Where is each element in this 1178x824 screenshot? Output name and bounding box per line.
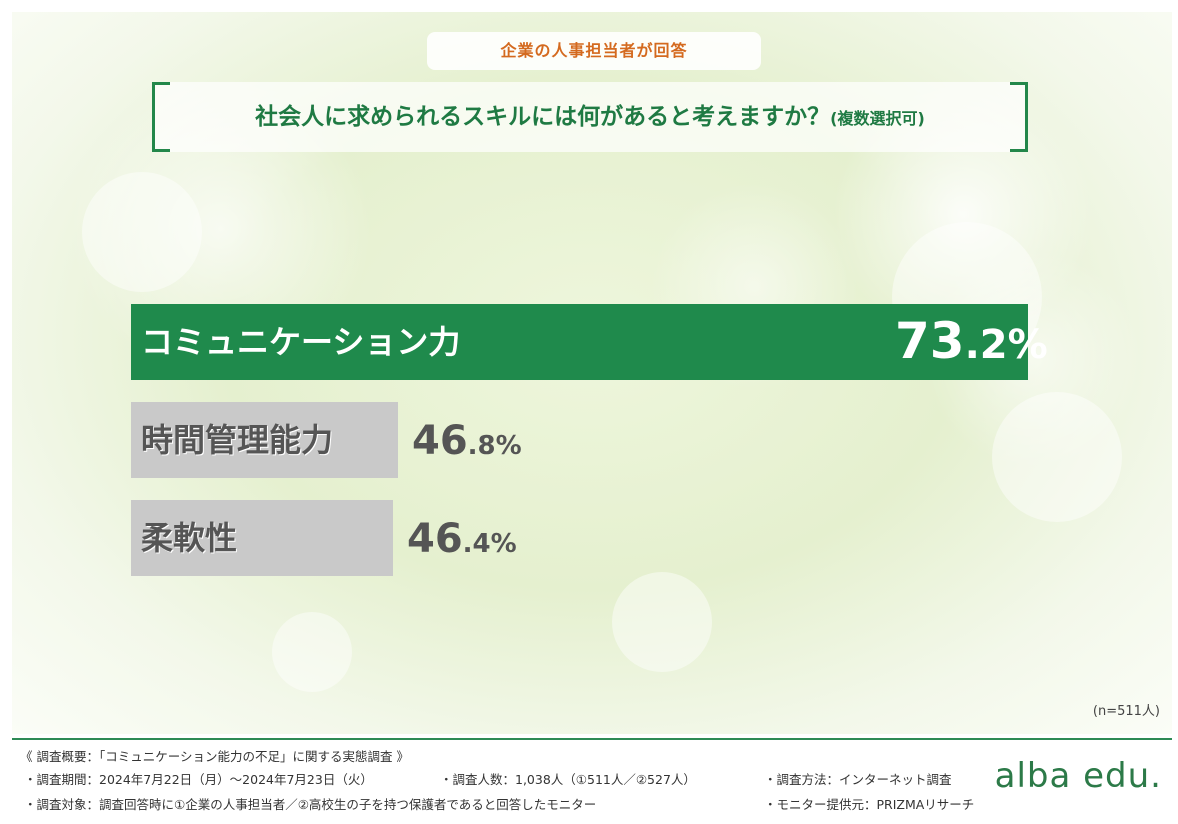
bar-value-dec-0: .2% [964,322,1048,368]
survey-period: ・調査期間：2024年7月22日（月）〜2024年7月23日（火） [24,772,373,787]
bar-value-int-0: 73 [895,312,965,370]
question-box: 社会人に求められるスキルには何があると考えますか？(複数選択可) [152,82,1028,152]
bar-value-dec-1: .8% [467,431,522,461]
survey-provider: ・モニター提供元：PRIZMAリサーチ [764,797,975,812]
survey-method: ・調査方法：インターネット調査 [764,772,952,787]
bar-0: コミュニケーション力 [131,304,1028,380]
sample-size-note: (n=511人) [1092,704,1160,719]
bar-1: 時間管理能力 [131,402,398,478]
bar-value-2: 46.4% [407,516,517,562]
bar-2: 柔軟性 [131,500,393,576]
footer: 《 調査概要：「コミュニケーション能力の不足」に関する実態調査 》 ・調査期間：… [12,738,1172,824]
bokeh-decoration [272,612,352,692]
bar-value-int-2: 46 [407,516,463,562]
respondent-tag: 企業の人事担当者が回答 [427,32,761,70]
alba-edu-logo: alba edu. [994,756,1162,796]
bokeh-decoration [612,572,712,672]
survey-overview: 《 調査概要：「コミュニケーション能力の不足」に関する実態調査 》 [20,749,409,764]
bar-label-2: 柔軟性 [141,519,238,557]
bracket-right [1010,82,1028,152]
bar-label-1: 時間管理能力 [141,421,334,459]
survey-count: ・調査人数：1,038人（①511人／②527人） [440,772,696,787]
survey-target: ・調査対象：調査回答時に①企業の人事担当者／②高校生の子を持つ保護者であると回答… [24,797,597,812]
bar-value-dec-2: .4% [462,529,517,559]
question-title: 社会人に求められるスキルには何があると考えますか？(複数選択可) [152,82,1028,152]
bar-value-0: 73.2% [895,312,1048,370]
question-note: (複数選択可) [830,109,925,128]
bracket-left [152,82,170,152]
question-text: 社会人に求められるスキルには何があると考えますか？ [255,104,831,130]
bar-value-1: 46.8% [412,418,522,464]
bar-value-int-1: 46 [412,418,468,464]
bar-label-0: コミュニケーション力 [141,323,461,361]
bokeh-decoration [82,172,202,292]
bokeh-decoration [992,392,1122,522]
